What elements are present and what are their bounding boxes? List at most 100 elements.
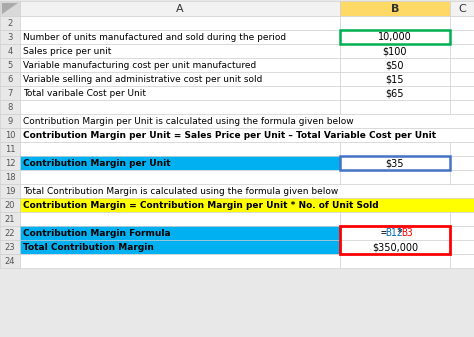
Bar: [450, 212, 474, 226]
Text: $65: $65: [386, 88, 404, 98]
Text: 9: 9: [8, 117, 13, 125]
Bar: [340, 156, 450, 170]
Bar: [340, 44, 450, 58]
Bar: [450, 30, 474, 44]
Text: 19: 19: [5, 186, 15, 195]
Text: Contribution Margin per Unit = Sales Price per Unit – Total Variable Cost per Un: Contribution Margin per Unit = Sales Pri…: [23, 130, 436, 140]
Bar: [450, 226, 474, 240]
Text: $15: $15: [386, 74, 404, 84]
Bar: [20, 1, 340, 16]
Bar: [340, 142, 450, 156]
Bar: [0, 240, 20, 254]
Text: 6: 6: [7, 74, 13, 84]
Text: Variable manufacturing cost per unit manufactured: Variable manufacturing cost per unit man…: [23, 61, 256, 69]
Text: Contribution Margin per Unit: Contribution Margin per Unit: [23, 158, 171, 167]
Bar: [450, 240, 474, 254]
Bar: [20, 72, 340, 86]
Bar: [340, 16, 450, 30]
Bar: [20, 44, 340, 58]
Bar: [340, 156, 450, 170]
Text: 24: 24: [5, 256, 15, 266]
Bar: [0, 128, 20, 142]
Bar: [20, 170, 340, 184]
Bar: [450, 44, 474, 58]
Bar: [340, 240, 450, 254]
Bar: [340, 226, 450, 240]
Bar: [0, 170, 20, 184]
Bar: [340, 58, 450, 72]
Bar: [0, 44, 20, 58]
Bar: [340, 30, 450, 44]
Bar: [20, 30, 340, 44]
Text: 21: 21: [5, 214, 15, 223]
Bar: [20, 86, 340, 100]
Bar: [20, 254, 340, 268]
Bar: [450, 58, 474, 72]
Text: 12: 12: [5, 158, 15, 167]
Bar: [340, 86, 450, 100]
Text: Total Contribution Margin is calculated using the formula given below: Total Contribution Margin is calculated …: [23, 186, 338, 195]
Text: Total Contribution Margin: Total Contribution Margin: [23, 243, 154, 251]
Bar: [20, 212, 340, 226]
Bar: [450, 16, 474, 30]
Text: 23: 23: [5, 243, 15, 251]
Bar: [0, 226, 20, 240]
Bar: [20, 142, 340, 156]
Bar: [0, 86, 20, 100]
Bar: [0, 198, 20, 212]
Bar: [340, 72, 450, 86]
Text: 3: 3: [7, 32, 13, 41]
Bar: [0, 142, 20, 156]
Bar: [450, 86, 474, 100]
Bar: [20, 240, 340, 254]
Bar: [340, 100, 450, 114]
Text: 5: 5: [8, 61, 13, 69]
Text: 2: 2: [8, 19, 13, 28]
Text: =: =: [381, 228, 387, 238]
Bar: [450, 254, 474, 268]
Text: *: *: [397, 228, 402, 238]
Bar: [450, 142, 474, 156]
Bar: [0, 254, 20, 268]
Text: 4: 4: [8, 47, 13, 56]
Bar: [0, 30, 20, 44]
Bar: [0, 114, 20, 128]
Bar: [0, 72, 20, 86]
Bar: [340, 30, 450, 44]
Bar: [340, 170, 450, 184]
Polygon shape: [2, 3, 18, 14]
Text: 22: 22: [5, 228, 15, 238]
Text: C: C: [458, 3, 466, 13]
Text: Total varibale Cost per Unit: Total varibale Cost per Unit: [23, 89, 146, 97]
Bar: [20, 198, 474, 212]
Bar: [450, 1, 474, 16]
Bar: [340, 1, 450, 16]
Bar: [0, 1, 20, 16]
Text: A: A: [176, 3, 184, 13]
Bar: [20, 100, 340, 114]
Bar: [0, 58, 20, 72]
Text: $35: $35: [386, 158, 404, 168]
Text: Contribution Margin = Contribution Margin per Unit * No. of Unit Sold: Contribution Margin = Contribution Margi…: [23, 201, 379, 210]
Text: Contribution Margin Formula: Contribution Margin Formula: [23, 228, 171, 238]
Text: 8: 8: [7, 102, 13, 112]
Bar: [20, 16, 340, 30]
Bar: [450, 156, 474, 170]
Bar: [340, 226, 450, 254]
Bar: [450, 100, 474, 114]
Bar: [340, 212, 450, 226]
Bar: [0, 212, 20, 226]
Bar: [0, 16, 20, 30]
Bar: [20, 114, 474, 128]
Text: Number of units manufactured and sold during the period: Number of units manufactured and sold du…: [23, 32, 286, 41]
Bar: [0, 156, 20, 170]
Text: 11: 11: [5, 145, 15, 153]
Bar: [450, 170, 474, 184]
Bar: [450, 72, 474, 86]
Text: Contribution Margin per Unit is calculated using the formula given below: Contribution Margin per Unit is calculat…: [23, 117, 354, 125]
Text: 10,000: 10,000: [378, 32, 412, 42]
Text: Variable selling and administrative cost per unit sold: Variable selling and administrative cost…: [23, 74, 263, 84]
Text: Sales price per unit: Sales price per unit: [23, 47, 111, 56]
Bar: [340, 254, 450, 268]
Bar: [20, 156, 340, 170]
